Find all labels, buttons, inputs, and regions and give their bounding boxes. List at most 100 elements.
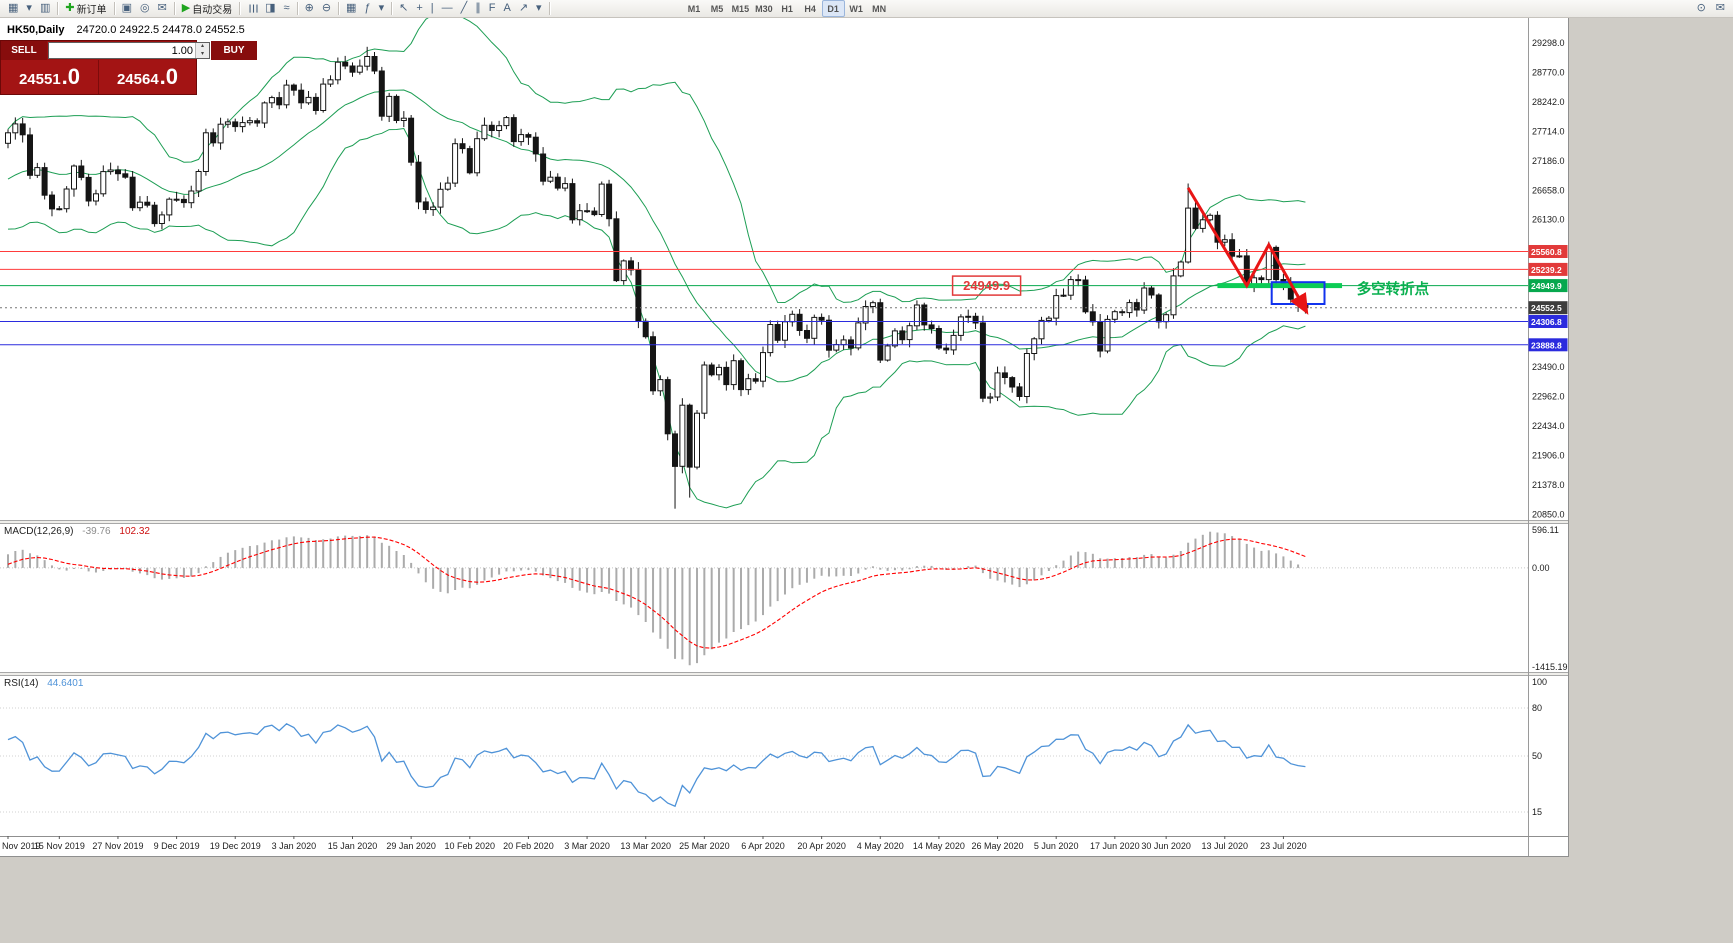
turning-point-label[interactable]: 多空转折点 bbox=[1357, 280, 1430, 298]
buy-price-int: 24564 bbox=[116, 71, 159, 88]
price-tag-24552.5[interactable]: 24552.5 bbox=[1528, 301, 1568, 315]
timeframe-m30[interactable]: M30 bbox=[752, 0, 776, 17]
rsi-line bbox=[7, 723, 1306, 808]
svg-text:15 Nov 2019: 15 Nov 2019 bbox=[34, 841, 85, 851]
sell-price-int: 24551 bbox=[18, 71, 61, 88]
svg-text:9 Dec 2019: 9 Dec 2019 bbox=[154, 841, 200, 851]
pane-separator[interactable] bbox=[0, 520, 1568, 524]
price-tag-23888.8[interactable]: 23888.8 bbox=[1528, 338, 1568, 352]
timeframe-h1[interactable]: H1 bbox=[776, 0, 799, 17]
svg-text:21378.0: 21378.0 bbox=[1532, 480, 1565, 490]
zoom-out-button[interactable]: ⊖ bbox=[318, 0, 335, 17]
macd-pane[interactable] bbox=[0, 531, 1528, 666]
tile-windows-button[interactable]: ▦ bbox=[342, 0, 360, 17]
price-tag-24306.8[interactable]: 24306.8 bbox=[1528, 315, 1568, 328]
terminal-button[interactable]: ▣ bbox=[118, 0, 136, 17]
bar-chart-button[interactable]: ☰ bbox=[243, 0, 261, 17]
new-chart-dropdown-icon: ▾ bbox=[26, 2, 32, 14]
candlestick-series[interactable] bbox=[5, 46, 1309, 509]
buy-price[interactable]: 24564 .0 bbox=[98, 60, 196, 94]
sell-button[interactable]: SELL bbox=[1, 41, 47, 60]
rsi-value: 44.6401 bbox=[47, 678, 84, 689]
horizontal-line-tool[interactable]: ― bbox=[438, 0, 457, 17]
volume-increase-button[interactable]: ▴ bbox=[196, 43, 209, 51]
timeframe-m1[interactable]: M1 bbox=[683, 0, 706, 17]
line-chart-button[interactable]: ≈ bbox=[280, 0, 294, 17]
channel-tool[interactable]: ∥ bbox=[471, 0, 485, 17]
price-callout-box[interactable] bbox=[951, 275, 1022, 296]
timeframe-mn[interactable]: MN bbox=[868, 0, 891, 17]
new-order-button[interactable]: ✚ 新订单 bbox=[61, 0, 110, 17]
timeframe-m30-label: M30 bbox=[755, 3, 773, 14]
mailbox-button[interactable]: ✉ bbox=[154, 0, 171, 17]
buy-price-dec: .0 bbox=[159, 64, 179, 89]
svg-text:20 Feb 2020: 20 Feb 2020 bbox=[503, 841, 554, 851]
arrow-tool[interactable]: ↗ bbox=[515, 0, 532, 17]
macd-histogram bbox=[7, 531, 1300, 666]
new-chart-dropdown[interactable]: ▾ bbox=[22, 0, 36, 17]
auto-trading-button[interactable]: ▶ 自动交易 bbox=[178, 0, 236, 17]
timeframe-h4-label: H4 bbox=[804, 3, 816, 14]
terminal-button-icon: ▣ bbox=[121, 2, 132, 14]
svg-text:25239.2: 25239.2 bbox=[1531, 265, 1562, 275]
trendline-tool[interactable]: ╱ bbox=[457, 0, 472, 17]
zoom-in-button[interactable]: ⊕ bbox=[301, 0, 318, 17]
buy-button[interactable]: BUY bbox=[211, 41, 257, 60]
svg-text:80: 80 bbox=[1532, 703, 1542, 713]
indicators-button[interactable]: ƒ bbox=[360, 0, 374, 17]
svg-text:596.11: 596.11 bbox=[1532, 525, 1559, 535]
timeframe-w1[interactable]: W1 bbox=[845, 0, 868, 17]
price-tag-25560.8[interactable]: 25560.8 bbox=[1528, 245, 1568, 258]
turning-point-green-band[interactable] bbox=[1217, 283, 1343, 289]
indicators-dropdown[interactable]: ▾ bbox=[375, 0, 389, 17]
fibonacci-tool[interactable]: F bbox=[485, 0, 500, 17]
text-tool-icon: A bbox=[503, 2, 511, 14]
chart-canvas[interactable]: 24949.9 多空转折点 29298.0 28770.0 28242.0 27714.0… bbox=[0, 18, 1568, 856]
timeframe-h4[interactable]: H4 bbox=[799, 0, 822, 17]
sell-price[interactable]: 24551 .0 bbox=[1, 60, 98, 94]
svg-text:28242.0: 28242.0 bbox=[1532, 97, 1565, 107]
objects-dropdown-icon: ▾ bbox=[536, 2, 542, 14]
price-axis[interactable]: 29298.0 28770.0 28242.0 27714.0 27186.0 26658… bbox=[1528, 18, 1568, 856]
crosshair-tool[interactable]: + bbox=[412, 0, 426, 17]
candlestick-chart-button-icon: ◨ bbox=[265, 2, 276, 14]
price-tag-25239.2[interactable]: 25239.2 bbox=[1528, 262, 1568, 276]
objects-dropdown[interactable]: ▾ bbox=[532, 0, 546, 17]
candlestick-chart-button[interactable]: ◨ bbox=[261, 0, 279, 17]
svg-text:19 Dec 2019: 19 Dec 2019 bbox=[210, 841, 261, 851]
pane-separator[interactable] bbox=[0, 672, 1568, 676]
cursor-tool[interactable]: ↖ bbox=[395, 0, 412, 17]
indicators-dropdown-icon: ▾ bbox=[378, 2, 385, 14]
timeframe-m15[interactable]: M15 bbox=[729, 0, 753, 17]
volume-input[interactable] bbox=[49, 43, 195, 58]
volume-decrease-button[interactable]: ▾ bbox=[196, 50, 209, 58]
svg-text:15 Jan 2020: 15 Jan 2020 bbox=[328, 841, 378, 851]
toolbar-separator bbox=[296, 2, 298, 15]
crosshair-tool-icon: + bbox=[416, 2, 423, 14]
alerts-button[interactable]: ◎ bbox=[136, 0, 154, 17]
channel-tool-icon: ∥ bbox=[475, 2, 481, 14]
profiles-button[interactable]: ▥ bbox=[36, 0, 54, 17]
svg-text:50: 50 bbox=[1532, 751, 1542, 761]
main-price-pane[interactable]: 24949.9 多空转折点 bbox=[0, 18, 1528, 509]
profiles-button-icon: ▥ bbox=[39, 2, 51, 14]
timeframe-m5[interactable]: M5 bbox=[706, 0, 729, 17]
timeframe-d1[interactable]: D1 bbox=[821, 0, 845, 17]
zoom-out-button-icon: ⊖ bbox=[321, 2, 332, 14]
rsi-pane[interactable] bbox=[0, 707, 1528, 813]
trendline-tool-icon: ╱ bbox=[460, 2, 468, 14]
vertical-line-tool[interactable]: | bbox=[427, 0, 438, 17]
text-tool[interactable]: A bbox=[499, 0, 514, 17]
symbol-name: HK50,Daily bbox=[7, 24, 65, 36]
price-tag-24949.9[interactable]: 24949.9 bbox=[1528, 279, 1568, 293]
svg-text:0.00: 0.00 bbox=[1532, 563, 1550, 573]
new-order-button-icon: ✚ bbox=[65, 2, 75, 14]
svg-text:3 Mar 2020: 3 Mar 2020 bbox=[564, 841, 610, 851]
volume-input-group: ▴ ▾ bbox=[48, 42, 210, 59]
new-chart-button[interactable]: ▦ bbox=[4, 0, 22, 17]
feedback-mail-button[interactable]: ✉ bbox=[1712, 0, 1729, 17]
red-zigzag-arrow[interactable] bbox=[1186, 187, 1309, 315]
search-button[interactable]: ⊙ bbox=[1693, 0, 1710, 17]
horizontal-line-tool-icon: ― bbox=[441, 2, 453, 14]
